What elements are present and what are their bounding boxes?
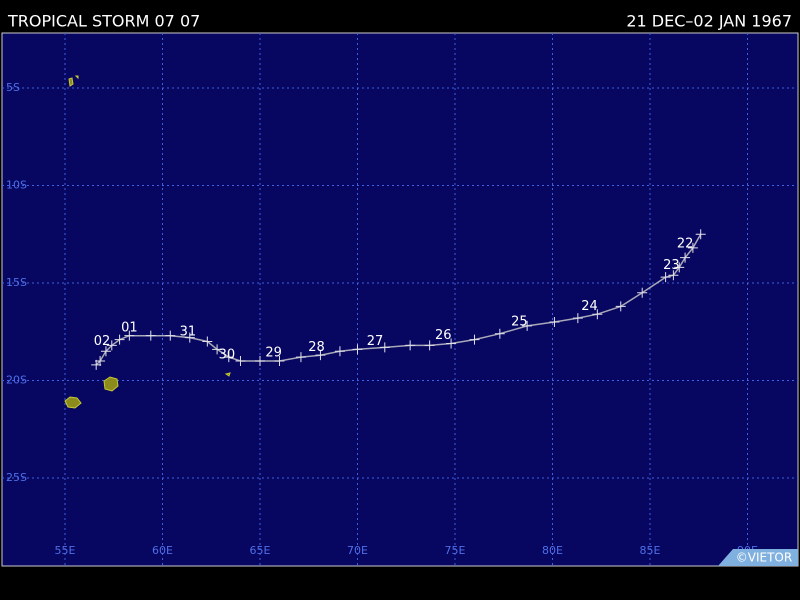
island-mauritius bbox=[103, 376, 119, 392]
track-fix bbox=[235, 356, 246, 367]
track-fix bbox=[202, 336, 213, 347]
y-tick-label: 5S bbox=[6, 81, 20, 94]
track-fix bbox=[446, 338, 457, 349]
islet bbox=[224, 372, 231, 377]
island-reunion bbox=[64, 396, 82, 409]
x-tick-label: 60E bbox=[152, 544, 173, 557]
storm-title: TROPICAL STORM 07 07 bbox=[7, 12, 200, 31]
track-fix bbox=[114, 334, 125, 345]
track-fix bbox=[315, 350, 326, 361]
track-fix bbox=[254, 356, 265, 367]
day-label: 30 bbox=[219, 348, 236, 363]
x-tick-label: 75E bbox=[445, 544, 466, 557]
track-fix bbox=[405, 340, 416, 351]
track-fix bbox=[352, 344, 363, 355]
track-fix bbox=[615, 301, 626, 312]
track-fix bbox=[695, 229, 706, 240]
track-fix bbox=[295, 352, 306, 363]
day-label: 25 bbox=[511, 315, 528, 330]
track-fix bbox=[165, 330, 176, 341]
track-fix bbox=[522, 320, 533, 331]
ocean bbox=[1, 32, 799, 567]
x-tick-label: 55E bbox=[55, 544, 76, 557]
land bbox=[64, 75, 231, 409]
day-label: 29 bbox=[265, 346, 282, 361]
track-fix bbox=[592, 309, 603, 320]
track-fix bbox=[212, 344, 223, 355]
track-fix bbox=[674, 262, 685, 273]
islet bbox=[74, 75, 79, 80]
y-tick-label: 15S bbox=[6, 276, 27, 289]
track-fix bbox=[494, 328, 505, 339]
track-fix bbox=[424, 340, 435, 351]
day-label: 23 bbox=[663, 258, 680, 273]
track-layer: 22 23 24 25 26 27 28 29 30 31 01 02 bbox=[91, 229, 706, 370]
x-tick-label: 70E bbox=[347, 544, 368, 557]
day-label: 22 bbox=[677, 237, 694, 252]
track-fix bbox=[379, 342, 390, 353]
track-fix bbox=[184, 332, 195, 343]
track-fix bbox=[91, 359, 102, 370]
track-fix bbox=[106, 340, 117, 351]
track-fix bbox=[100, 346, 111, 357]
x-tick-label: 80E bbox=[542, 544, 563, 557]
track-fix bbox=[274, 356, 285, 367]
day-label: 01 bbox=[121, 320, 138, 335]
track-fix bbox=[637, 287, 648, 298]
track-fix bbox=[572, 313, 583, 324]
credit-badge bbox=[718, 549, 798, 566]
y-tick-label: 20S bbox=[6, 374, 27, 387]
track-fix bbox=[687, 242, 698, 253]
island-seychelles bbox=[68, 77, 74, 87]
track-fix bbox=[660, 272, 671, 283]
y-tick-label: 10S bbox=[6, 179, 27, 192]
track-fix bbox=[680, 252, 691, 263]
x-tick-label: 65E bbox=[250, 544, 271, 557]
day-label: 02 bbox=[94, 334, 111, 349]
y-tick-label: 25S bbox=[6, 471, 27, 484]
day-label: 27 bbox=[367, 334, 384, 349]
track-fix bbox=[334, 346, 345, 357]
track-fix bbox=[145, 330, 156, 341]
date-range: 21 DEC–02 JAN 1967 bbox=[626, 12, 792, 31]
day-label: 28 bbox=[308, 340, 325, 355]
day-label: 31 bbox=[180, 324, 197, 339]
track-fix bbox=[668, 270, 679, 281]
x-tick-label: 85E bbox=[640, 544, 661, 557]
credit: ©VIETOR bbox=[736, 551, 792, 565]
day-label: 26 bbox=[435, 328, 452, 343]
track-fix bbox=[469, 334, 480, 345]
track-fix bbox=[124, 330, 135, 341]
track-fix bbox=[223, 352, 234, 363]
track-fix bbox=[549, 317, 560, 328]
track-fix bbox=[95, 356, 106, 367]
grid-layer: 55E60E65E70E75E80E85E90E5S10S15S20S25S bbox=[2, 33, 798, 566]
day-label: 24 bbox=[581, 299, 598, 314]
